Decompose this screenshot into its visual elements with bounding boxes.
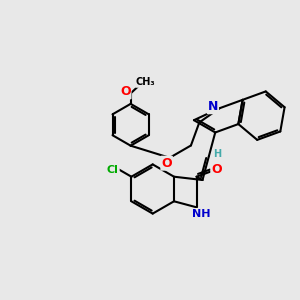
Text: O: O bbox=[161, 157, 172, 170]
Text: O: O bbox=[120, 85, 130, 98]
Text: H: H bbox=[213, 149, 221, 159]
Text: NH: NH bbox=[192, 209, 210, 219]
Text: Cl: Cl bbox=[107, 165, 119, 175]
Text: O: O bbox=[211, 163, 222, 176]
Text: N: N bbox=[208, 100, 218, 113]
Text: CH₃: CH₃ bbox=[136, 77, 155, 87]
